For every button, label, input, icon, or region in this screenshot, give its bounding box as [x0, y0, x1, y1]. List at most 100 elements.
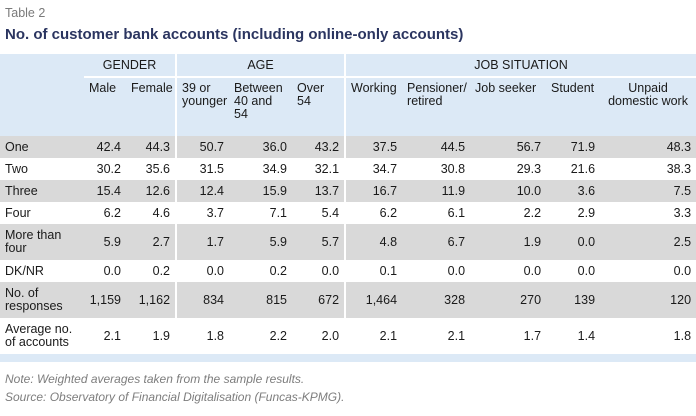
- table-cell: 34.9: [229, 158, 293, 180]
- table-cell: 32.1: [292, 158, 346, 180]
- table-row: DK/NR 0.0 0.2 0.0 0.2 0.0 0.1 0.0 0.0 0.0 0.0: [0, 260, 696, 282]
- table-cell: 5.4: [292, 202, 346, 224]
- table-row: Four 6.2 4.6 3.7 7.1 5.4 6.2 6.1 2.2 2.9 3.3: [0, 202, 696, 224]
- table-cell: 0.0: [84, 260, 126, 282]
- table-cell: 42.4: [84, 136, 126, 158]
- table-cell: 12.4: [175, 180, 230, 202]
- subheader-row: Male Female 39 or younger Between 40 and…: [0, 77, 696, 136]
- table-cell: 0.1: [344, 260, 403, 282]
- table-cell: 1.8: [600, 318, 696, 354]
- group-header-row: GENDER AGE JOB SITUATION: [0, 54, 696, 78]
- table-cell: 1.9: [470, 224, 547, 260]
- table-cell: 7.5: [600, 180, 696, 202]
- table-cell: 6.2: [344, 202, 403, 224]
- table-cell: 34.7: [344, 158, 403, 180]
- data-table: GENDER AGE JOB SITUATION Male Female 39 …: [0, 54, 696, 354]
- table-row: More than four 5.9 2.7 1.7 5.9 5.7 4.8 6.7 1.9 0.…: [0, 224, 696, 260]
- table-cell: 2.1: [402, 318, 471, 354]
- table-cell: 10.0: [470, 180, 547, 202]
- table-cell: 672: [292, 282, 346, 318]
- table-cell: 36.0: [229, 136, 293, 158]
- row-label: More than four: [0, 224, 84, 260]
- table-cell: 1.9: [126, 318, 177, 354]
- table-cell: 4.8: [344, 224, 403, 260]
- table-cell: 834: [175, 282, 230, 318]
- col-header: Student: [551, 81, 595, 95]
- col-header: Between 40 and 54: [234, 81, 283, 121]
- source-text: Source: Observatory of Financial Digital…: [5, 390, 345, 404]
- table-row: Average no. of accounts 2.1 1.9 1.8 2.2 2.0 2.…: [0, 318, 696, 354]
- table-cell: 71.9: [546, 136, 601, 158]
- table-cell: 21.6: [546, 158, 601, 180]
- table-cell: 2.9: [546, 202, 601, 224]
- table-cell: 0.0: [546, 224, 601, 260]
- table-cell: 2.2: [229, 318, 293, 354]
- table-cell: 50.7: [175, 136, 230, 158]
- row-label: Four: [0, 202, 84, 224]
- table-cell: 1,162: [126, 282, 177, 318]
- table-cell: 35.6: [126, 158, 177, 180]
- table-cell: 0.0: [600, 260, 696, 282]
- table-cell: 0.2: [229, 260, 293, 282]
- table-cell: 0.0: [175, 260, 230, 282]
- table-cell: 38.3: [600, 158, 696, 180]
- table-cell: 43.2: [292, 136, 346, 158]
- table-cell: 7.1: [229, 202, 293, 224]
- table-cell: 2.5: [600, 224, 696, 260]
- col-header: Job seeker: [475, 81, 537, 95]
- table-row: Two 30.2 35.6 31.5 34.9 32.1 34.7 30.8 29.3 21.6 3…: [0, 158, 696, 180]
- col-header: Male: [89, 81, 117, 95]
- table-cell: 31.5: [175, 158, 230, 180]
- row-label: DK/NR: [0, 260, 84, 282]
- row-label: Average no. of accounts: [0, 318, 84, 354]
- table-cell: 44.5: [402, 136, 471, 158]
- table-cell: 2.0: [292, 318, 346, 354]
- table-cell: 1.7: [175, 224, 230, 260]
- table-cell: 30.8: [402, 158, 471, 180]
- row-label: One: [0, 136, 84, 158]
- table-cell: 120: [600, 282, 696, 318]
- table-cell: 0.0: [292, 260, 346, 282]
- note-text: Note: Weighted averages taken from the s…: [5, 372, 305, 386]
- table-cell: 270: [470, 282, 547, 318]
- row-label: No. of responses: [0, 282, 84, 318]
- group-job-situation: JOB SITUATION: [344, 54, 696, 78]
- table-cell: 12.6: [126, 180, 177, 202]
- table-cell: 3.7: [175, 202, 230, 224]
- table-cell: 139: [546, 282, 601, 318]
- table-cell: 1,159: [84, 282, 126, 318]
- table-cell: 15.9: [229, 180, 293, 202]
- table-cell: 0.2: [126, 260, 177, 282]
- table-cell: 6.2: [84, 202, 126, 224]
- table-number: Table 2: [5, 6, 46, 20]
- table-cell: 44.3: [126, 136, 177, 158]
- col-header: Over 54: [297, 81, 325, 108]
- table-cell: 2.7: [126, 224, 177, 260]
- table-cell: 56.7: [470, 136, 547, 158]
- table-cell: 4.6: [126, 202, 177, 224]
- table-title: No. of customer bank accounts (including…: [5, 26, 464, 43]
- table-cell: 5.9: [84, 224, 126, 260]
- table-cell: 1.4: [546, 318, 601, 354]
- table-cell: 2.1: [84, 318, 126, 354]
- table-cell: 5.9: [229, 224, 293, 260]
- col-header: 39 or younger: [175, 77, 230, 136]
- table-cell: 0.0: [546, 260, 601, 282]
- table-cell: 815: [229, 282, 293, 318]
- table-row: One 42.4 44.3 50.7 36.0 43.2 37.5 44.5 56.7 71.9 4…: [0, 136, 696, 158]
- group-gender: GENDER: [84, 54, 177, 78]
- table-cell: 16.7: [344, 180, 403, 202]
- table-cell: 48.3: [600, 136, 696, 158]
- table-cell: 1,464: [344, 282, 403, 318]
- table-cell: 29.3: [470, 158, 547, 180]
- group-age: AGE: [175, 54, 346, 78]
- table-row: No. of responses 1,159 1,162 834 815 672 1,464…: [0, 282, 696, 318]
- table-cell: 1.7: [470, 318, 547, 354]
- table-cell: 2.2: [470, 202, 547, 224]
- table-cell: 1.8: [175, 318, 230, 354]
- table-cell: 6.1: [402, 202, 471, 224]
- table-cell: 0.0: [470, 260, 547, 282]
- table-cell: 3.3: [600, 202, 696, 224]
- table-row: Three 15.4 12.6 12.4 15.9 13.7 16.7 11.9 10.0 3.6…: [0, 180, 696, 202]
- table-cell: 15.4: [84, 180, 126, 202]
